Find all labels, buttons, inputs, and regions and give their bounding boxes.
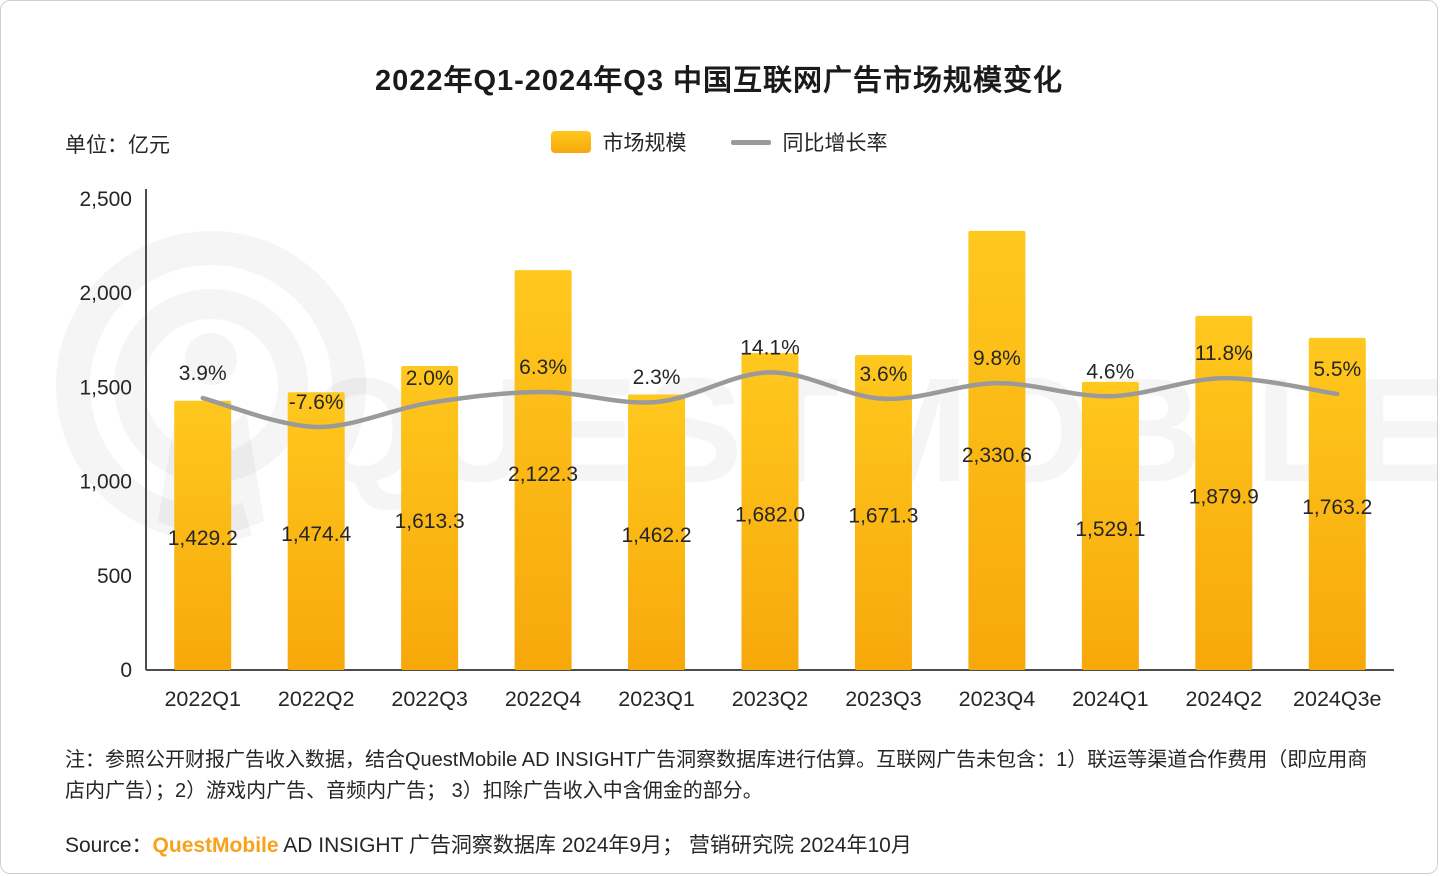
growth-rate-label: 14.1% [740,336,800,359]
bar-2024Q3e [1308,337,1366,670]
chart-legend: 市场规模 同比增长率 [1,125,1437,159]
bar-2024Q1 [1081,381,1139,670]
bar-value-label: 1,613.3 [395,510,465,533]
bar-value-label: 1,429.2 [168,527,238,550]
chart-canvas: QUESTMOBILE05001,0001,5002,0002,5001,429… [56,188,1437,711]
bar-value-label: 2,122.3 [508,463,578,486]
bar-2022Q4 [514,270,572,670]
bar-2023Q2 [741,353,799,670]
x-category-label: 2024Q3e [1293,687,1381,711]
growth-rate-label: 3.6% [860,363,908,386]
bar-value-label: 1,462.2 [622,524,692,547]
bar-value-label: 1,529.1 [1075,518,1145,541]
legend-item-growth-rate: 同比增长率 [730,127,888,157]
bar-value-label: 1,763.2 [1302,496,1372,519]
bar-2022Q2 [287,392,345,670]
growth-rate-label: -7.6% [289,391,344,414]
x-category-label: 2022Q2 [278,687,355,711]
unit-label: 单位：亿元 [65,134,170,157]
source-prefix: Source： [65,834,153,857]
y-tick-label: 2,000 [79,282,132,305]
bar-value-label: 1,879.9 [1189,485,1259,508]
y-tick-label: 500 [97,565,132,588]
bar-2023Q3 [854,355,912,670]
bar-swatch-icon [550,131,591,153]
x-category-label: 2022Q1 [164,687,241,711]
chart-title: 2022年Q1-2024年Q3 中国互联网广告市场规模变化 [374,65,1064,97]
growth-rate-line [200,370,1340,430]
growth-rate-label: 11.8% [1195,342,1253,365]
x-category-label: 2023Q1 [618,687,695,711]
bar-value-label: 2,330.6 [962,444,1032,467]
x-category-label: 2023Q2 [732,687,809,711]
legend-row: 单位：亿元 市场规模 同比增长率 [1,125,1437,159]
x-category-label: 2023Q4 [959,687,1036,711]
growth-rate-label: 5.5% [1313,358,1361,381]
y-tick-label: 1,500 [79,376,132,399]
bar-2023Q4 [968,230,1026,670]
y-tick-label: 2,500 [79,188,132,211]
y-tick-label: 1,000 [79,471,132,494]
x-category-label: 2022Q3 [391,687,468,711]
growth-rate-label: 2.0% [406,367,454,390]
growth-rate-label: 6.3% [519,356,567,379]
source-brand: QuestMobile [152,834,279,857]
bar-2023Q1 [628,394,686,670]
x-category-label: 2024Q1 [1072,687,1149,711]
growth-rate-label: 9.8% [973,347,1021,370]
bar-value-label: 1,671.3 [848,505,918,528]
x-category-label: 2023Q3 [845,687,922,711]
legend-label-market-size: 市场规模 [602,132,687,155]
bar-2022Q1 [174,400,232,670]
source-rest: AD INSIGHT 广告洞察数据库 2024年9月； 营销研究院 2024年1… [278,834,912,857]
legend-label-growth-rate: 同比增长率 [782,132,888,155]
x-category-label: 2022Q4 [505,687,582,711]
y-tick-label: 0 [120,659,132,682]
bar-2024Q2 [1195,315,1253,670]
growth-rate-label: 3.9% [179,362,227,385]
chart-area: QUESTMOBILE05001,0001,5002,0002,5001,429… [1,181,1437,731]
bar-2022Q3 [401,366,459,670]
source-line: Source：QuestMobile AD INSIGHT 广告洞察数据库 20… [65,829,1373,859]
bar-value-label: 1,682.0 [735,504,805,527]
growth-rate-label: 2.3% [633,366,681,389]
bar-value-label: 1,474.4 [281,523,351,546]
x-category-label: 2024Q2 [1186,687,1263,711]
legend-item-market-size: 市场规模 [550,127,687,157]
line-swatch-icon [730,139,771,145]
growth-rate-label: 4.6% [1086,360,1134,383]
footnote-text: 注：参照公开财报广告收入数据，结合QuestMobile AD INSIGHT广… [65,749,1368,802]
